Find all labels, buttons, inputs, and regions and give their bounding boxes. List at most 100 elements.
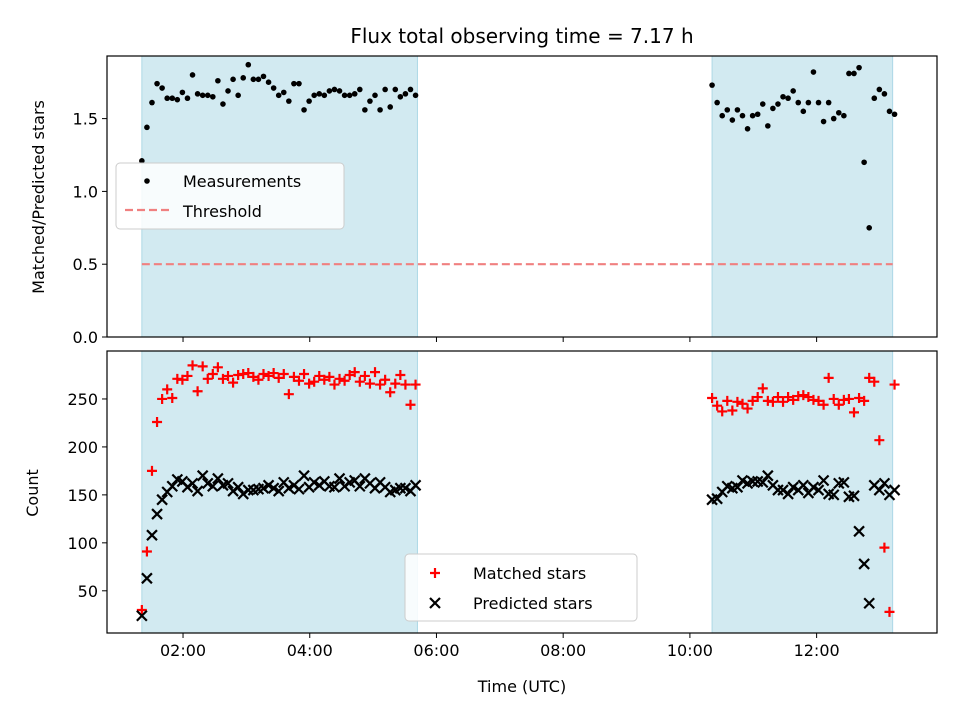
measurement-point — [830, 115, 837, 122]
matched-star-point — [854, 393, 865, 403]
matched-star-point — [813, 395, 824, 406]
measurement-point — [795, 99, 802, 106]
predicted-star-point — [409, 479, 422, 492]
measurement-point — [846, 70, 852, 77]
top-axes-frame — [106, 55, 938, 338]
predicted-star-point — [298, 469, 310, 482]
matched-star-point — [884, 606, 895, 617]
bottom-y-tick-label: 100 — [67, 534, 98, 553]
matched-star-point — [798, 390, 809, 401]
measurement-point — [729, 117, 736, 123]
measurement-point — [851, 70, 857, 77]
matched-star-point — [354, 376, 365, 387]
predicted-star-point — [827, 489, 840, 501]
measurement-point — [775, 101, 781, 107]
matched-star-point — [187, 360, 198, 371]
measurement-point — [357, 86, 363, 93]
matched-star-point — [742, 403, 753, 414]
measurement-point — [260, 73, 267, 80]
measurement-point — [225, 88, 231, 94]
matched-star-point — [757, 383, 768, 394]
top-legend: Measurements Threshold — [115, 162, 345, 230]
predicted-star-point — [762, 469, 774, 482]
bottom-y-tick-label: 200 — [67, 438, 98, 457]
measurement-point — [179, 89, 186, 96]
matched-star-point — [299, 369, 310, 380]
measurement-point — [891, 111, 898, 118]
matched-star-point — [324, 371, 335, 382]
measurement-point — [240, 75, 247, 81]
matched-star-point — [329, 379, 340, 390]
matched-star-point — [364, 378, 375, 389]
matched-star-point — [141, 546, 152, 557]
legend-measurement-marker — [144, 178, 150, 184]
measurement-point — [800, 108, 807, 115]
matched-star-point — [258, 369, 269, 380]
measurement-point — [270, 85, 277, 91]
measurement-point — [719, 112, 726, 119]
matched-star-point — [385, 387, 396, 398]
predicted-star-point — [746, 475, 759, 488]
matched-star-point — [375, 379, 386, 390]
measurement-point — [714, 99, 720, 106]
matched-star-point — [197, 361, 208, 372]
measurement-point — [210, 93, 216, 100]
measurement-point — [169, 95, 176, 102]
matched-star-point — [136, 604, 147, 615]
measurement-point — [255, 76, 262, 83]
x-tick-label: 08:00 — [540, 641, 586, 660]
predicted-star-point — [191, 485, 204, 497]
measurement-point — [341, 92, 348, 99]
measurement-point — [744, 125, 751, 132]
predicted-star-point — [863, 597, 875, 610]
measurement-point — [174, 96, 181, 103]
measurement-point — [841, 112, 847, 119]
matched-star-point — [732, 396, 743, 407]
matched-star-point — [309, 376, 320, 387]
legend-predicted-label: Predicted stars — [473, 594, 593, 613]
measurement-point — [754, 111, 761, 118]
predicted-star-point — [293, 483, 305, 495]
measurement-point — [709, 82, 715, 88]
matched-star-point — [339, 375, 350, 386]
matched-star-point — [228, 377, 239, 388]
measurement-point — [164, 95, 170, 102]
measurement-point — [154, 80, 160, 87]
x-axis-label: Time (UTC) — [477, 677, 566, 696]
legend-threshold-label: Threshold — [182, 202, 262, 221]
bottom-y-tick-label: 50 — [78, 582, 98, 601]
measurement-point — [250, 76, 257, 83]
matched-star-point — [192, 386, 203, 397]
matched-star-point — [833, 399, 844, 410]
x-tick-label: 06:00 — [413, 641, 459, 660]
measurement-point — [765, 123, 771, 129]
predicted-star-point — [272, 485, 285, 497]
predicted-star-point — [756, 476, 769, 489]
matched-star-point — [359, 370, 370, 381]
matched-star-point — [843, 393, 854, 404]
measurement-point — [301, 107, 307, 113]
matched-star-point — [727, 405, 738, 416]
matched-star-point — [314, 370, 325, 381]
matched-star-point — [864, 372, 875, 383]
matched-star-point — [319, 374, 330, 385]
measurement-point — [306, 98, 312, 104]
measurement-point — [770, 105, 776, 112]
predicted-star-point — [812, 484, 825, 496]
measurement-point — [886, 108, 893, 115]
predicted-star-point — [711, 492, 723, 505]
predicted-star-point — [186, 477, 199, 490]
matched-star-point — [202, 373, 213, 384]
matched-star-point — [788, 394, 799, 405]
matched-star-point — [818, 399, 829, 410]
predicted-star-point — [212, 472, 224, 485]
legend-predicted-marker — [429, 597, 441, 609]
matched-star-point — [177, 374, 188, 385]
predicted-star-point — [242, 484, 255, 496]
measurement-point — [311, 92, 317, 99]
measurement-point — [291, 80, 297, 87]
measurement-point — [861, 159, 867, 166]
predicted-star-point — [328, 481, 341, 493]
measurement-point — [871, 95, 878, 102]
predicted-star-point — [817, 474, 830, 487]
